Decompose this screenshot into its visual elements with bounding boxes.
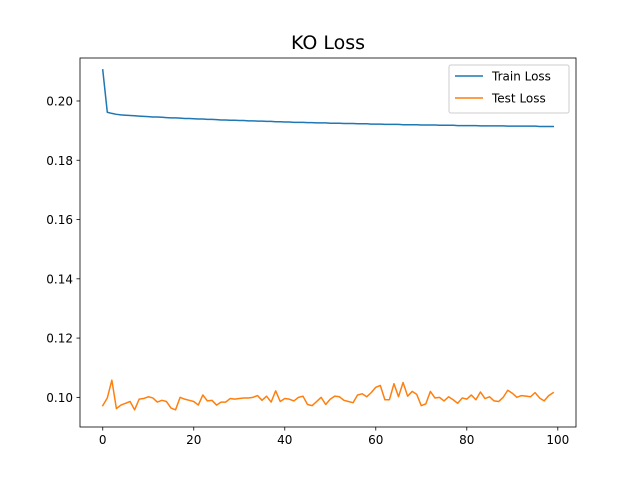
legend-box [448,64,570,114]
chart-title: KO Loss [291,32,365,54]
x-tick-label: 100 [546,433,569,447]
x-tick-label: 80 [459,433,474,447]
series-line-train-loss [101,69,554,128]
legend-label: Train Loss [491,70,551,84]
x-tick-label: 20 [186,433,201,447]
x-tick-label: 0 [99,433,107,447]
series-line-test-loss [101,379,555,411]
plot-area [101,69,555,411]
y-tick-label: 0.18 [46,154,73,168]
axes: 0 20 40 60 80 100 0.10 0.12 0.14 0.16 0.18 0.20 [46,57,577,447]
legend-label: Test Loss [491,92,546,106]
axes-frame [79,57,577,428]
legend: Train Loss Test Loss [448,64,570,114]
y-tick-label: 0.12 [46,332,73,346]
x-tick-label: 60 [368,433,383,447]
y-tick-label: 0.10 [46,391,73,405]
x-tick-label: 40 [277,433,292,447]
y-tick-label: 0.14 [46,272,73,286]
y-tick-label: 0.20 [46,94,73,108]
y-tick-label: 0.16 [46,213,73,227]
